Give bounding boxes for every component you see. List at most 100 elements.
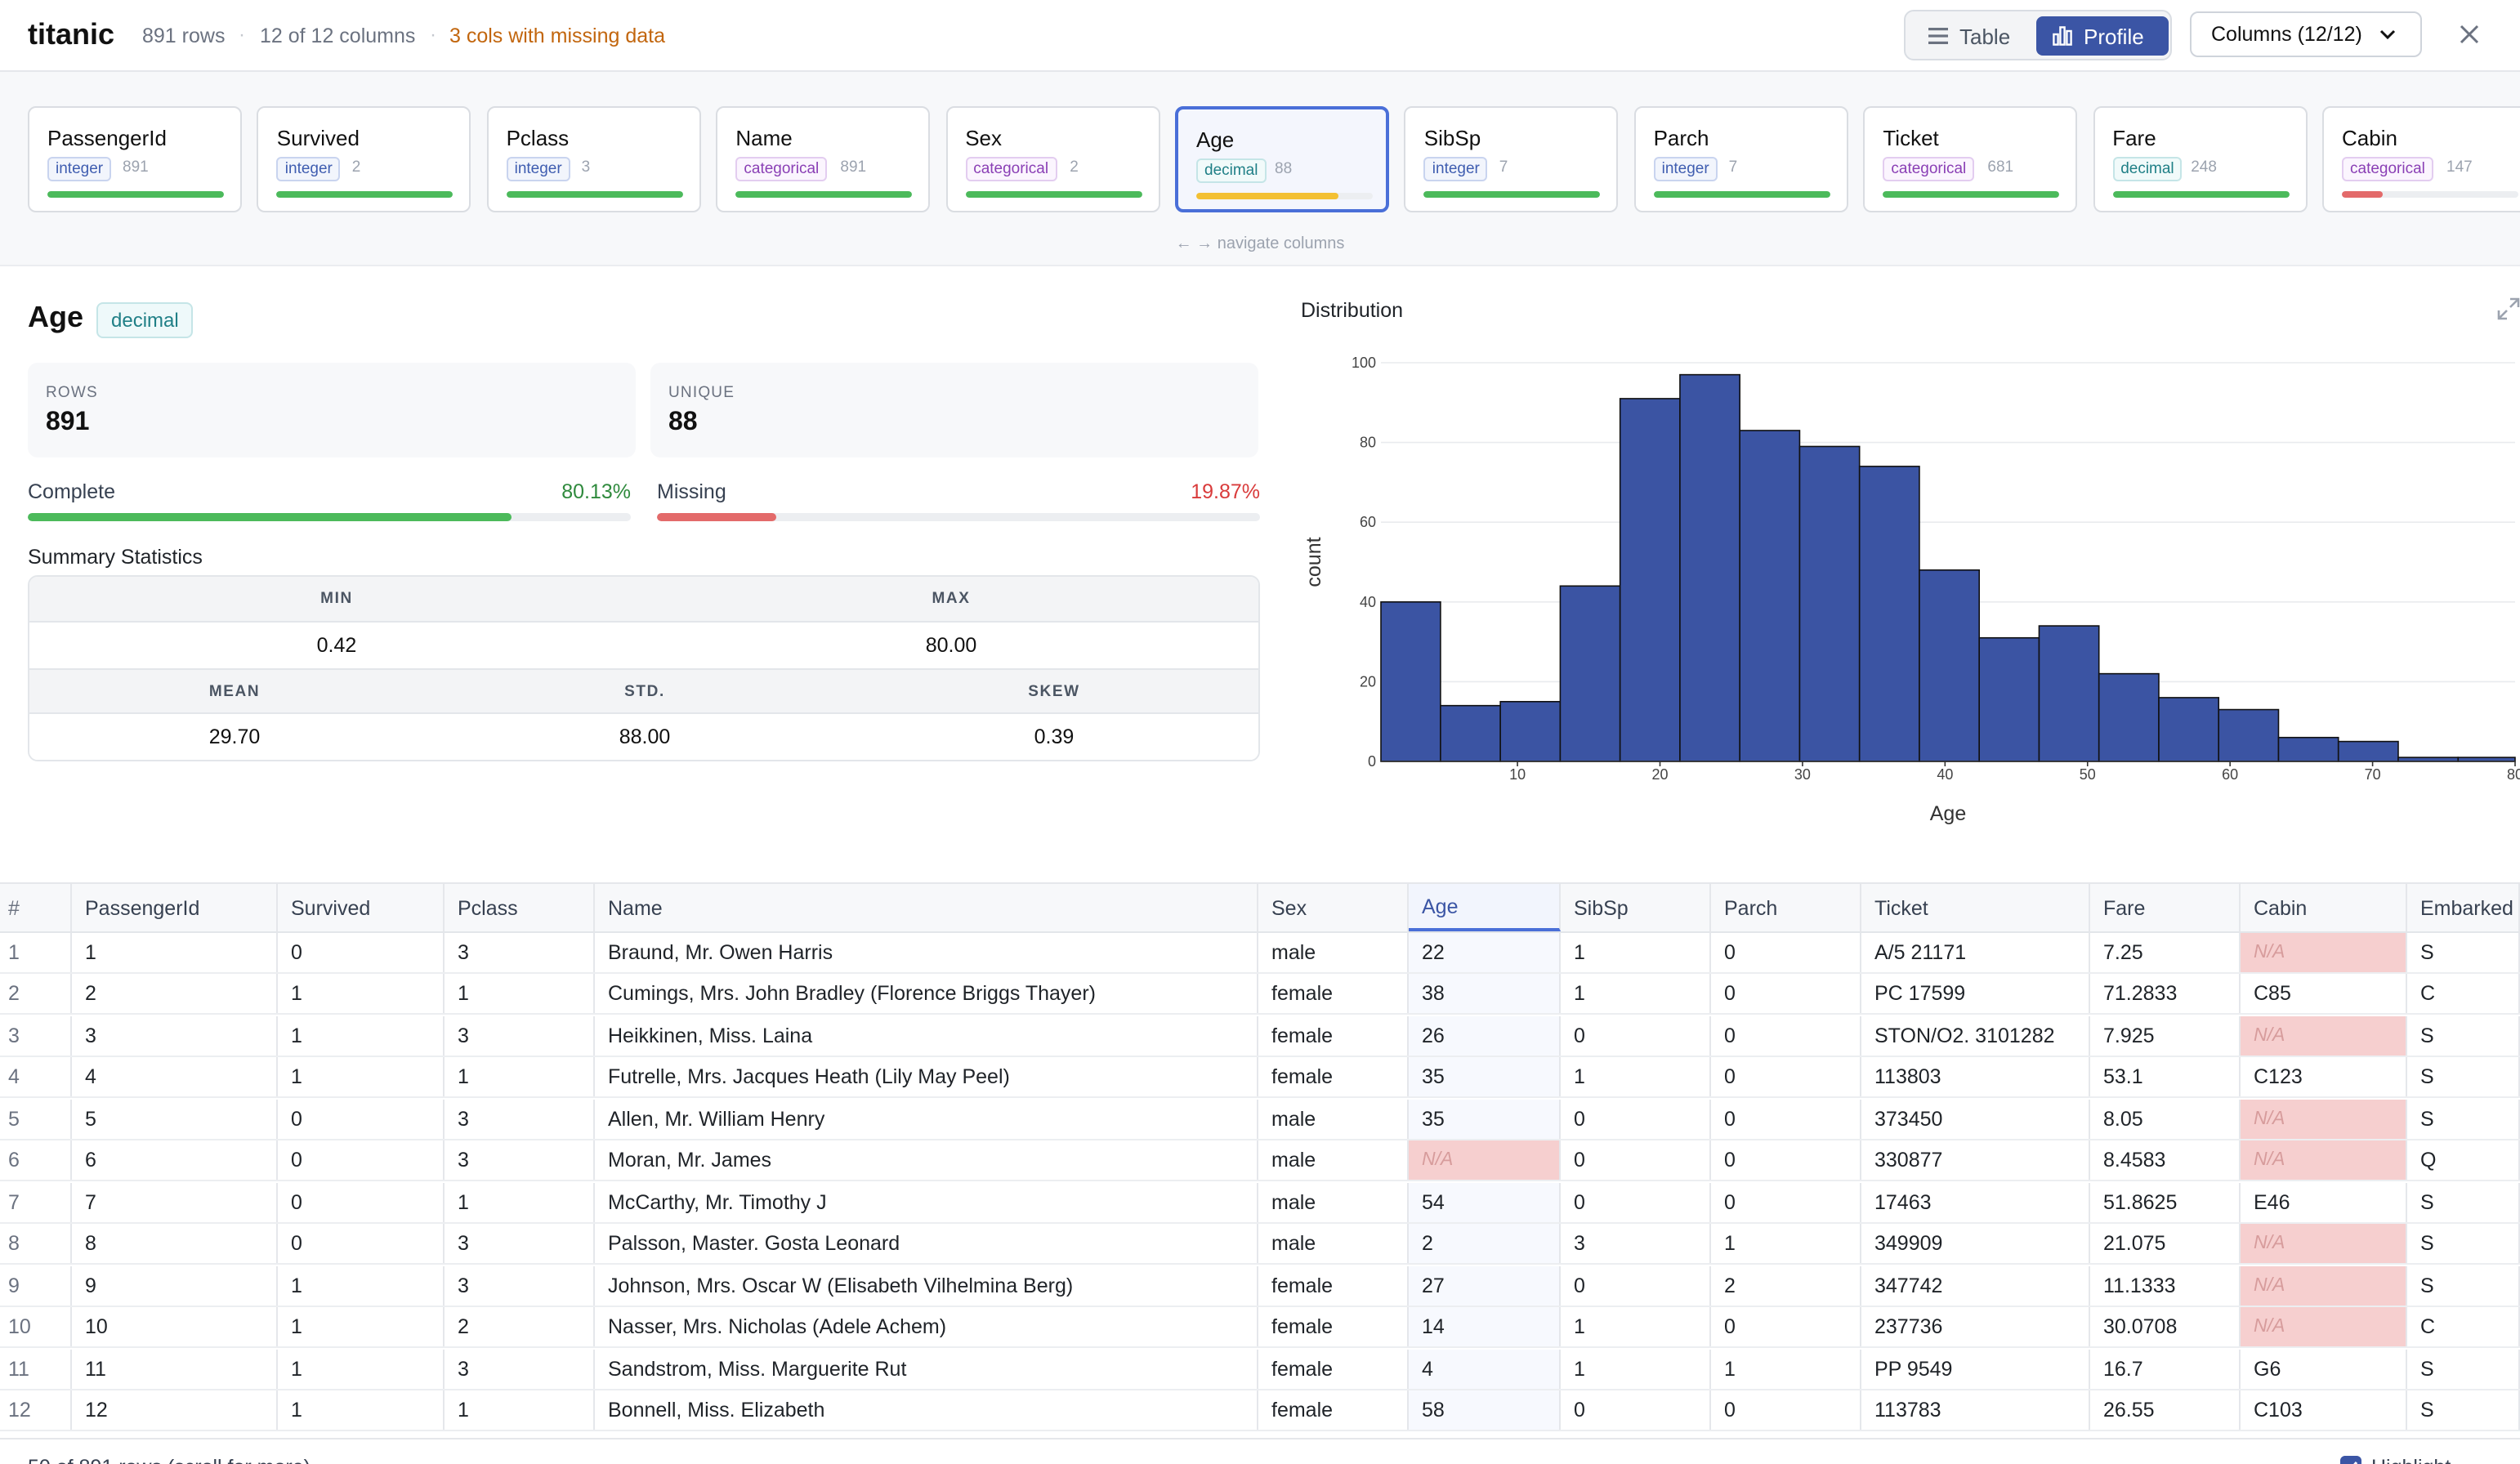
column-type-tag: integer <box>1653 157 1718 181</box>
column-header-age[interactable]: Age <box>1409 884 1561 931</box>
table-cell: 0 <box>278 933 445 972</box>
table-view-button[interactable]: Table <box>1912 16 2036 56</box>
column-card-name[interactable]: Name categorical 891 <box>716 106 931 212</box>
stats-value-row: 0.42 80.00 <box>29 623 1258 668</box>
completeness-bar <box>965 191 1142 198</box>
table-row[interactable]: 12 12 1 1 Bonnell, Miss. Elizabeth female 58 0 0… <box>0 1390 2520 1431</box>
column-card-survived[interactable]: Survived integer 2 <box>257 106 471 212</box>
table-cell: 17463 <box>1861 1182 2090 1222</box>
column-type-tag: categorical <box>735 157 828 181</box>
column-card-passengerid[interactable]: PassengerId integer 891 <box>28 106 242 212</box>
table-row[interactable]: 6 6 0 3 Moran, Mr. James male N/A 0 0 330877 8.458… <box>0 1140 2520 1182</box>
table-cell: S <box>2407 1015 2520 1056</box>
stats-header-row: MIN MAX <box>29 577 1258 623</box>
column-card-cabin[interactable]: Cabin categorical 147 <box>2322 106 2520 212</box>
table-cell: 0 <box>278 1099 445 1139</box>
table-cell: C <box>2407 974 2520 1014</box>
table-cell: 10 <box>72 1307 278 1347</box>
table-cell: 113783 <box>1861 1390 2090 1430</box>
table-row[interactable]: 1 1 0 3 Braund, Mr. Owen Harris male 22 1 0 A/5 2… <box>0 933 2520 974</box>
table-cell: 0 <box>278 1182 445 1222</box>
data-table: # PassengerId Survived Pclass Name Sex Age SibS… <box>0 882 2520 1438</box>
table-cell: Braund, Mr. Owen Harris <box>595 933 1258 972</box>
table-cell: 3 <box>1561 1224 1711 1264</box>
highlight-missing-label[interactable]: Highlight Missing <box>2371 1456 2520 1464</box>
missing-progress-bar <box>657 513 1260 521</box>
table-row[interactable]: 3 3 1 3 Heikkinen, Miss. Laina female 26 0 0 STON… <box>0 1015 2520 1057</box>
chevron-down-icon <box>2379 29 2396 40</box>
table-row[interactable]: 9 9 1 3 Johnson, Mrs. Oscar W (Elisabeth Vil… <box>0 1265 2520 1307</box>
table-cell: 3 <box>445 1224 595 1264</box>
unique-count: 248 <box>2191 158 2217 176</box>
expand-icon[interactable] <box>2497 297 2520 320</box>
missing-cell: N/A <box>2241 1140 2407 1181</box>
column-card-parch[interactable]: Parch integer 7 <box>1633 106 1848 212</box>
column-header-parch[interactable]: Parch <box>1711 884 1861 931</box>
table-cell: 5 <box>72 1099 278 1139</box>
table-row[interactable]: 5 5 0 3 Allen, Mr. William Henry male 35 0 0 3734… <box>0 1099 2520 1140</box>
column-card-ticket[interactable]: Ticket categorical 681 <box>1863 106 2078 212</box>
column-header-sibsp[interactable]: SibSp <box>1561 884 1711 931</box>
column-header-pclass[interactable]: Pclass <box>445 884 595 931</box>
column-header-name[interactable]: Name <box>595 884 1258 931</box>
table-cell: 1 <box>1561 1057 1711 1097</box>
table-row[interactable]: 2 2 1 1 Cumings, Mrs. John Bradley (Florence… <box>0 974 2520 1015</box>
separator-dot: · <box>239 23 245 46</box>
table-cell: female <box>1258 1349 1409 1388</box>
max-value: 80.00 <box>925 634 977 657</box>
column-header-ticket[interactable]: Ticket <box>1861 884 2090 931</box>
highlight-missing-checkbox[interactable] <box>2340 1456 2361 1464</box>
table-cell: female <box>1258 1057 1409 1097</box>
histogram-bar <box>2038 625 2100 762</box>
completeness-fill <box>1653 191 1830 198</box>
table-cell: 2 <box>1409 1224 1561 1264</box>
column-card-name: Cabin <box>2342 126 2397 150</box>
table-cell: 0 <box>1711 1099 1861 1139</box>
column-header-survived[interactable]: Survived <box>278 884 445 931</box>
view-toggle: Table Profile <box>1904 10 2172 60</box>
column-card-age[interactable]: Age decimal 88 <box>1175 106 1389 212</box>
table-cell: 71.2833 <box>2090 974 2241 1014</box>
completeness-bar <box>1423 191 1601 198</box>
completeness-fill <box>1883 191 2060 198</box>
column-card-name: Ticket <box>1883 126 1939 150</box>
table-cell: Sandstrom, Miss. Marguerite Rut <box>595 1349 1258 1388</box>
column-header-passengerid[interactable]: PassengerId <box>72 884 278 931</box>
column-header-sex[interactable]: Sex <box>1258 884 1409 931</box>
unique-count: 7 <box>1499 158 1508 176</box>
missing-percentage: 19.87% <box>1191 480 1260 503</box>
table-row[interactable]: 8 8 0 3 Palsson, Master. Gosta Leonard male 2 3… <box>0 1224 2520 1265</box>
table-cell: 8 <box>72 1224 278 1264</box>
table-cell: 7.925 <box>2090 1015 2241 1056</box>
column-card-sibsp[interactable]: SibSp integer 7 <box>1404 106 1619 212</box>
column-type-badge: decimal <box>96 302 194 338</box>
column-card-fare[interactable]: Fare decimal 248 <box>2093 106 2308 212</box>
missing-cell: N/A <box>2241 1099 2407 1139</box>
close-icon[interactable] <box>2453 18 2486 51</box>
column-header-cabin[interactable]: Cabin <box>2241 884 2407 931</box>
table-cell: Q <box>2407 1140 2520 1181</box>
table-cell: Futrelle, Mrs. Jacques Heath (Lily May P… <box>595 1057 1258 1097</box>
column-header-fare[interactable]: Fare <box>2090 884 2241 931</box>
column-card-sex[interactable]: Sex categorical 2 <box>945 106 1160 212</box>
column-header-embarked[interactable]: Embarked <box>2407 884 2520 931</box>
unique-stat-value: 88 <box>668 408 698 436</box>
table-cell: 11 <box>72 1349 278 1388</box>
completeness-bar <box>1196 193 1373 199</box>
table-row[interactable]: 11 11 1 3 Sandstrom, Miss. Marguerite Rut fem… <box>0 1349 2520 1390</box>
mean-value: 29.70 <box>208 725 261 748</box>
table-row[interactable]: 4 4 1 1 Futrelle, Mrs. Jacques Heath (Lily M… <box>0 1057 2520 1099</box>
table-cell: 1 <box>278 1265 445 1306</box>
profile-view-button[interactable]: Profile <box>2036 16 2169 56</box>
missing-cell: N/A <box>2241 1307 2407 1347</box>
columns-dropdown[interactable]: Columns (12/12) <box>2190 11 2422 57</box>
column-type-tag: decimal <box>1196 158 1267 183</box>
table-cell: C <box>2407 1307 2520 1347</box>
column-header-index[interactable]: # <box>0 884 72 931</box>
table-cell: 0 <box>1711 1015 1861 1056</box>
column-card-pclass[interactable]: Pclass integer 3 <box>486 106 701 212</box>
table-cell: S <box>2407 1057 2520 1097</box>
table-row[interactable]: 10 10 1 2 Nasser, Mrs. Nicholas (Adele Achem… <box>0 1307 2520 1349</box>
table-cell: 373450 <box>1861 1099 2090 1139</box>
